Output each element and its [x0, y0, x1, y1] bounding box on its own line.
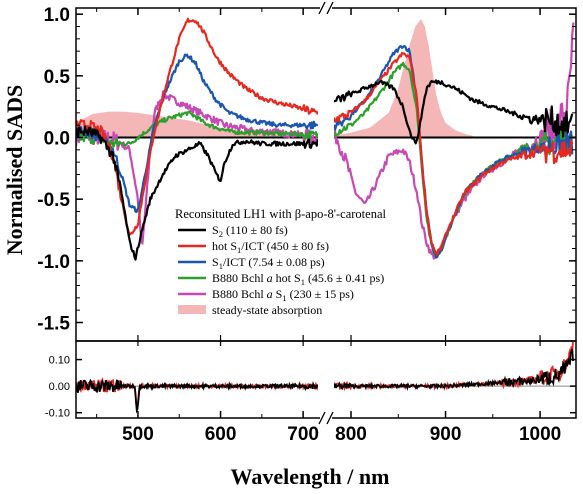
series-line-5	[76, 90, 318, 245]
axis-break-gap	[320, 411, 332, 425]
residual-y-tick-label: -0.10	[45, 408, 70, 420]
residual-y-tick-label: 0.10	[49, 355, 70, 367]
y-axis-title: Normalised SADS	[2, 85, 27, 256]
legend-entry-3: S1/ICT (7.54 ± 0.08 ps)	[212, 255, 325, 271]
y-tick-label: 0.0	[44, 129, 70, 150]
axis-break-mark	[326, 1, 334, 15]
axis-break-mark	[326, 411, 334, 425]
series-line-3	[334, 44, 574, 259]
legend-entry-absorption: steady-state absorption	[212, 303, 322, 317]
y-tick-label: 0.5	[44, 67, 71, 88]
legend-title: Reconsituted LH1 with β-apo-8'-carotenal	[175, 207, 387, 221]
x-tick-label: 1000	[519, 424, 561, 445]
residual-panel-frame	[75, 340, 577, 419]
x-tick-label: 900	[430, 424, 462, 445]
legend: Reconsituted LH1 with β-apo-8'-carotenal…	[175, 207, 387, 317]
series-line-1	[334, 79, 574, 145]
residual-line-2	[334, 348, 574, 392]
main-panel: 1.0 0.5 0.0 -0.5 -1.0 -1.5	[37, 5, 577, 342]
series-line-5	[334, 22, 575, 260]
legend-entry-1: S2 (110 ± 80 fs)	[212, 223, 288, 239]
series-line-2	[76, 17, 318, 236]
residual-panel: 0.10 0.00 -0.10	[45, 340, 577, 420]
y-tick-label: -1.5	[37, 314, 70, 335]
axis-break-mark	[318, 1, 326, 15]
series-line-3	[76, 53, 318, 214]
axis-break-gap	[320, 1, 332, 15]
residual-y-tick-label: 0.00	[49, 381, 70, 393]
series-line-2	[334, 51, 574, 256]
x-tick-label: 600	[205, 424, 237, 445]
absorption-fill-vis	[76, 111, 318, 138]
series-line-4	[76, 110, 318, 148]
legend-entry-2: hot S1/ICT (450 ± 80 fs)	[212, 239, 329, 255]
x-tick-label: 500	[122, 424, 154, 445]
axis-break-mark	[318, 411, 326, 425]
legend-entry-4: B880 Bchl a hot S1 (45.6 ± 0.41 ps)	[212, 271, 384, 287]
y-tick-label: -0.5	[37, 190, 70, 211]
x-axis-title: Wavelength / nm	[231, 464, 390, 489]
absorption-fill-nir	[334, 19, 478, 138]
y-tick-label: 1.0	[44, 5, 70, 26]
legend-swatch-absorption	[178, 305, 206, 314]
x-axis: 500 600 700 800 900 1000	[96, 1, 561, 445]
x-tick-label: 800	[335, 424, 367, 445]
y-tick-label: -1.0	[37, 252, 70, 273]
x-tick-label: 700	[287, 424, 319, 445]
residual-line-2	[76, 378, 318, 414]
legend-entry-5: B880 Bchl a S1 (230 ± 15 ps)	[212, 287, 354, 303]
series-line-1	[76, 125, 318, 261]
